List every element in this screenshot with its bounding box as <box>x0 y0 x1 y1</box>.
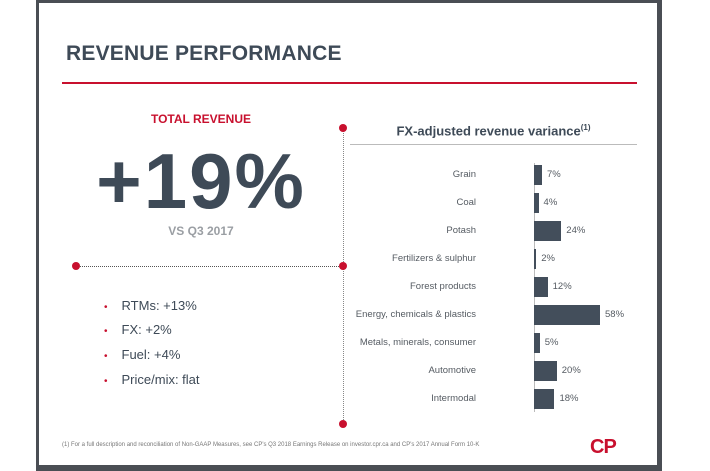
red-dot <box>72 262 80 270</box>
bar <box>534 361 557 381</box>
bullet-text: Price/mix: flat <box>121 372 200 387</box>
title-divider <box>62 82 637 84</box>
category-label: Automotive <box>428 365 476 376</box>
category-label: Energy, chemicals & plastics <box>355 309 476 320</box>
bullet-text: Fuel: +4% <box>121 347 181 362</box>
data-label: 20% <box>561 365 581 376</box>
bullet-item: • Fuel: +4% <box>104 347 181 362</box>
comparison-label: VS Q3 2017 <box>168 224 234 238</box>
bar <box>534 305 600 325</box>
category-label: Fertilizers & sulphur <box>392 253 476 264</box>
bullet-item: • Price/mix: flat <box>104 372 200 387</box>
bullet-text: RTMs: +13% <box>121 298 197 313</box>
chart-title-footnote: (1) <box>580 123 591 132</box>
data-label: 58% <box>605 309 625 320</box>
data-label: 7% <box>546 169 561 180</box>
category-label: Potash <box>446 225 476 236</box>
dotted-divider-vertical <box>343 128 344 424</box>
red-dot <box>339 124 347 132</box>
bar <box>534 389 555 409</box>
bar <box>534 165 542 185</box>
category-label: Forest products <box>410 281 476 292</box>
data-label: 5% <box>544 337 559 348</box>
chart-title-rule <box>350 144 637 145</box>
total-revenue-value: +19% <box>96 137 306 225</box>
chart-title-text: FX-adjusted revenue variance <box>396 123 581 139</box>
dotted-divider <box>76 266 343 267</box>
category-label: Metals, minerals, consumer <box>359 337 476 348</box>
bar <box>534 277 548 297</box>
page-title: REVENUE PERFORMANCE <box>66 42 342 65</box>
data-label: 2% <box>541 253 555 264</box>
data-label: 12% <box>552 281 572 292</box>
total-revenue-label: TOTAL REVENUE <box>150 112 251 126</box>
bullet-item: • RTMs: +13% <box>104 298 197 313</box>
data-label: 18% <box>559 393 579 404</box>
data-label: 24% <box>566 225 586 236</box>
bar <box>534 249 537 269</box>
bar <box>534 221 562 241</box>
cp-logo: CP <box>590 436 617 458</box>
category-label: Intermodal <box>431 393 476 404</box>
bullet-text: FX: +2% <box>121 322 172 337</box>
data-label: 4% <box>543 197 558 208</box>
category-label: Coal <box>456 197 476 208</box>
red-dot <box>339 420 347 428</box>
category-label: Grain <box>452 169 476 180</box>
footnote: (1) For a full description and reconcili… <box>62 442 480 448</box>
red-dot <box>339 262 347 270</box>
chart-title: FX-adjusted revenue variance(1) <box>350 123 637 138</box>
bar <box>534 333 540 353</box>
bullet-item: • FX: +2% <box>104 322 172 337</box>
bar <box>534 193 539 213</box>
